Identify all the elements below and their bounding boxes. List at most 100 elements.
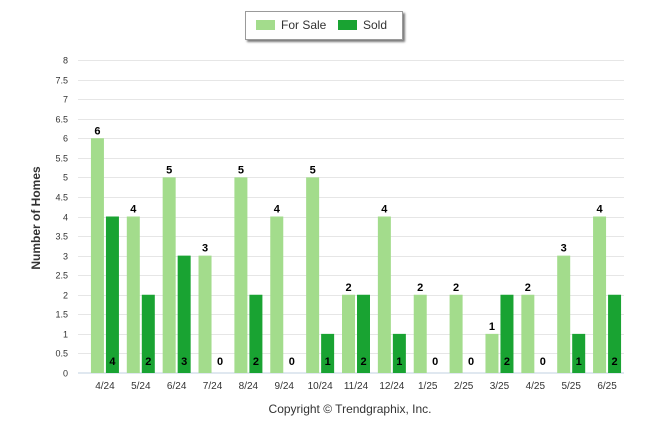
- data-label: 2: [145, 356, 151, 368]
- bar-for-sale-11-24[interactable]: [342, 294, 355, 373]
- data-label: 0: [217, 356, 223, 368]
- bar-sold-6-25[interactable]: [608, 294, 622, 373]
- x-axis-ticks: 4/24 5/24 6/24 7/24 8/24 9/24 10/24 11/24 12/24 1…: [95, 381, 617, 392]
- x-tick-label: 7/24: [203, 381, 223, 392]
- bar-for-sale-7-24[interactable]: [198, 255, 212, 373]
- x-tick-label: 9/24: [275, 381, 295, 392]
- for-sale-swatch-icon: [256, 20, 275, 30]
- data-label: 1: [396, 356, 402, 368]
- x-tick-label: 11/24: [344, 381, 369, 392]
- y-tick-label: 3.5: [55, 232, 68, 242]
- data-label: 2: [453, 282, 459, 294]
- y-tick-label: 6.5: [55, 115, 68, 125]
- x-tick-label: 5/25: [561, 381, 581, 392]
- bar-sold-8-24[interactable]: [249, 294, 263, 373]
- x-tick-label: 8/24: [239, 381, 259, 392]
- x-tick-label: 12/24: [379, 381, 404, 392]
- x-tick-label: 6/24: [167, 381, 187, 392]
- data-label: 4: [130, 204, 137, 216]
- y-tick-label: 7.5: [55, 76, 68, 86]
- data-label: 6: [94, 125, 100, 137]
- bar-for-sale-1-25[interactable]: [413, 294, 427, 373]
- y-tick-label: 5.5: [55, 154, 68, 164]
- y-tick-label: 1.5: [55, 310, 68, 320]
- y-tick-label: 0.5: [55, 349, 68, 359]
- x-tick-label: 5/24: [131, 381, 151, 392]
- data-labels: 6 4 4 2 5 3 3 0 5 2 4 0 5 1 2 2 4 1 2 0 2 0 1 2 2 0 3 1 4 2: [94, 125, 617, 368]
- y-tick-label: 5: [63, 173, 68, 183]
- copyright-text: Copyright © Trendgraphix, Inc.: [268, 402, 432, 416]
- bar-for-sale-3-25[interactable]: [485, 333, 499, 373]
- bars: [90, 138, 622, 374]
- legend-label-for-sale: For Sale: [281, 18, 327, 32]
- bar-for-sale-6-25[interactable]: [593, 216, 607, 374]
- bar-for-sale-8-24[interactable]: [234, 177, 248, 373]
- data-label: 5: [166, 164, 172, 176]
- data-label: 1: [576, 356, 582, 368]
- bar-sold-5-25[interactable]: [572, 333, 586, 373]
- data-label: 0: [432, 356, 438, 368]
- sold-swatch-icon: [338, 20, 357, 30]
- bar-sold-3-25[interactable]: [500, 294, 514, 373]
- y-tick-label: 4.5: [55, 193, 68, 203]
- data-label: 2: [360, 356, 366, 368]
- data-label: 2: [504, 356, 510, 368]
- y-tick-label: 8: [63, 56, 68, 66]
- data-label: 5: [238, 164, 244, 176]
- y-tick-label: 7: [63, 95, 68, 105]
- legend: For Sale Sold: [245, 11, 403, 40]
- data-label: 1: [489, 321, 495, 333]
- bar-for-sale-5-24[interactable]: [126, 216, 140, 374]
- data-label: 5: [310, 164, 316, 176]
- bar-for-sale-5-25[interactable]: [557, 255, 571, 373]
- data-label: 4: [274, 204, 281, 216]
- data-label: 4: [109, 356, 116, 368]
- y-tick-label: 0: [63, 369, 68, 379]
- data-label: 3: [561, 243, 567, 255]
- data-label: 3: [202, 243, 208, 255]
- x-tick-label: 6/25: [597, 381, 617, 392]
- bar-sold-12-24[interactable]: [392, 333, 406, 373]
- y-tick-label: 1: [63, 330, 68, 340]
- data-label: 0: [540, 356, 546, 368]
- data-label: 2: [525, 282, 531, 294]
- y-tick-label: 2.5: [55, 271, 68, 281]
- legend-label-sold: Sold: [363, 18, 388, 32]
- bar-for-sale-12-24[interactable]: [377, 216, 391, 374]
- y-tick-label: 4: [63, 213, 68, 223]
- bar-for-sale-9-24[interactable]: [270, 216, 284, 374]
- y-tick-label: 6: [63, 134, 68, 144]
- data-label: 0: [289, 356, 295, 368]
- y-axis-ticks: 0 0.5 1 1.5 2 2.5 3 3.5 4 4.5 5 5.5 6 6.5 7 7.5 8: [55, 56, 68, 379]
- x-tick-label: 1/25: [418, 381, 438, 392]
- data-label: 4: [381, 204, 388, 216]
- bar-sold-5-24[interactable]: [141, 294, 155, 373]
- data-label: 2: [253, 356, 259, 368]
- x-tick-label: 2/25: [454, 381, 474, 392]
- data-label: 4: [597, 204, 604, 216]
- legend-item-sold[interactable]: Sold: [338, 18, 387, 32]
- y-tick-label: 2: [63, 291, 68, 301]
- bar-for-sale-2-25[interactable]: [449, 294, 463, 373]
- bar-for-sale-4-24[interactable]: [90, 138, 104, 373]
- bar-sold-10-24[interactable]: [321, 333, 335, 373]
- data-label: 2: [417, 282, 423, 294]
- data-label: 1: [325, 356, 331, 368]
- data-label: 2: [612, 356, 618, 368]
- x-tick-label: 3/25: [490, 381, 510, 392]
- bar-sold-11-24[interactable]: [357, 294, 370, 373]
- y-tick-label: 3: [63, 252, 68, 262]
- bar-for-sale-6-24[interactable]: [162, 177, 176, 373]
- data-label: 3: [181, 356, 187, 368]
- data-label: 2: [345, 282, 351, 294]
- x-tick-label: 4/25: [526, 381, 546, 392]
- data-label: 0: [468, 356, 474, 368]
- legend-item-for-sale[interactable]: For Sale: [256, 18, 326, 32]
- x-tick-label: 10/24: [308, 381, 333, 392]
- bar-for-sale-10-24[interactable]: [306, 177, 320, 373]
- y-axis-title: Number of Homes: [29, 166, 43, 270]
- bar-for-sale-4-25[interactable]: [521, 294, 535, 373]
- bar-sold-4-24[interactable]: [105, 216, 119, 374]
- bar-sold-6-24[interactable]: [177, 255, 191, 373]
